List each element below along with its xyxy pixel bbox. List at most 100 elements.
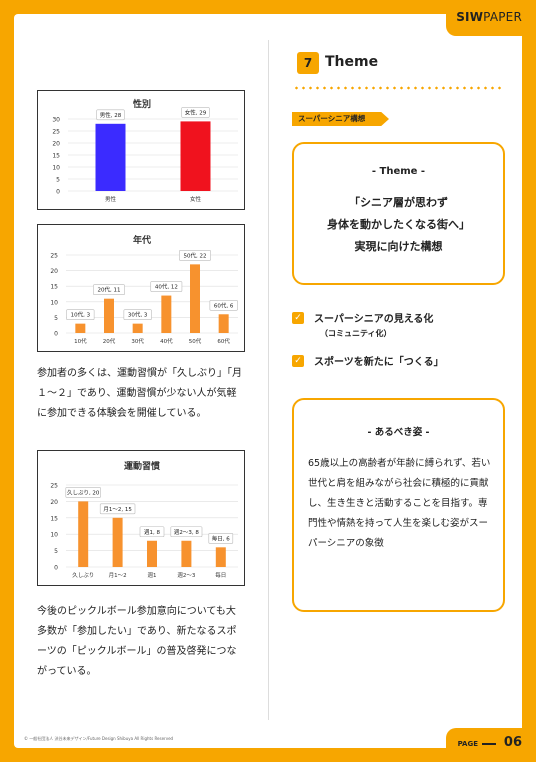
- logo: SIWPAPER: [456, 10, 522, 24]
- check-item-visualize: ✓ スーパーシニアの見える化: [292, 310, 433, 325]
- chart-title: 年代: [133, 234, 151, 246]
- x-tick-label: 40代: [160, 337, 173, 345]
- data-label-box: [179, 250, 211, 261]
- ideal-label: - あるべき姿 -: [367, 427, 430, 438]
- gender-chart: 性別 0 5 10 15 20 25 30 男性 男性, 28 女性 女性, 29: [37, 90, 245, 210]
- theme-statement: 「シニア層が思わず 身体を動かしたくなる街へ」 実現に向けた構想: [294, 192, 503, 258]
- data-label-box: [170, 526, 203, 538]
- x-tick-label: 月1〜2: [109, 572, 127, 579]
- check-item-label: スーパーシニアの見える化: [314, 314, 434, 325]
- data-label: 60代, 6: [214, 301, 234, 309]
- page-label: PAGE: [457, 740, 478, 748]
- chart-svg: 運動習慣 0 5 10 15 20 25 久しぶり 久しぶり, 20 月1〜2 月1〜2, 15 週1…: [50, 460, 238, 579]
- bar: [104, 298, 114, 333]
- bar: [190, 264, 200, 333]
- x-tick-label: 週1: [148, 571, 157, 579]
- data-label-box: [123, 309, 152, 320]
- chart-svg: 年代 0 5 10 15 20 25 10代 10代, 3 20代 20代, 11 30代 30代, 3…: [50, 234, 238, 345]
- x-tick-label: 毎日: [215, 571, 226, 579]
- chart-title: 性別: [133, 98, 151, 110]
- x-tick-label: 女性: [190, 195, 202, 203]
- paragraph-participants: 参加者の多くは、運動習慣が「久しぶり」「月１〜２」であり、運動習慣が少ない人が気…: [37, 368, 242, 419]
- column-divider: [268, 40, 269, 720]
- bar: [75, 323, 86, 333]
- data-label: 50代, 22: [184, 251, 207, 259]
- data-label-box: [150, 281, 183, 292]
- exercise-habit-chart: 運動習慣 0 5 10 15 20 25 久しぶり 久しぶり, 20 月1〜2 月1〜2, 15 週1…: [37, 450, 245, 586]
- bar: [215, 547, 226, 567]
- bar: [95, 123, 126, 191]
- y-tick-label: 20: [50, 499, 58, 506]
- page-number: 06: [503, 735, 522, 750]
- chart-title: 運動習慣: [124, 460, 160, 472]
- y-tick-label: 0: [54, 565, 58, 572]
- data-label: 男性, 28: [100, 111, 122, 119]
- check-item-label: スポーツを新たに「つくる」: [314, 357, 444, 368]
- theme-box: - Theme - 「シニア層が思わず 身体を動かしたくなる街へ」 実現に向けた…: [292, 142, 505, 285]
- x-tick-label: 10代: [74, 337, 87, 345]
- page-line: [482, 743, 496, 745]
- data-label-box: [99, 503, 136, 515]
- bar: [218, 314, 229, 333]
- page-tab: [446, 728, 528, 750]
- ideal-box: - あるべき姿 - 65歳以上の高齢者が年齢に縛られず、若い世代と肩を組みながら…: [292, 398, 505, 612]
- logo-tab: [446, 10, 528, 36]
- theme-label: - Theme -: [371, 166, 426, 177]
- data-label: 週2〜3, 8: [174, 528, 199, 536]
- check-item-sublabel: （コミュニティ化）: [320, 329, 392, 338]
- y-tick-label: 25: [50, 483, 58, 490]
- y-tick-label: 5: [54, 315, 58, 322]
- theme-line-1: 「シニア層が思わず: [349, 196, 448, 209]
- y-tick-label: 25: [50, 253, 58, 260]
- data-label-box: [93, 284, 125, 295]
- y-tick-label: 15: [50, 284, 58, 291]
- y-tick-label: 30: [52, 117, 60, 124]
- y-tick-label: 20: [50, 268, 58, 275]
- data-label-box: [208, 533, 234, 544]
- data-label-box: [139, 526, 165, 538]
- y-tick-label: 10: [52, 165, 60, 172]
- checkmark-icon: ✓: [292, 311, 304, 324]
- x-tick-label: 20代: [103, 337, 116, 345]
- data-label-box: [209, 299, 238, 311]
- x-tick-label: 50代: [189, 337, 202, 345]
- paragraph-pickleball: 今後のピックルボール参加意向についても大多数が「参加したい」であり、新たなるスポ…: [37, 606, 237, 677]
- y-tick-label: 0: [56, 189, 60, 196]
- x-tick-label: 60代: [217, 337, 230, 345]
- bar: [78, 501, 89, 567]
- data-label-box: [181, 107, 210, 118]
- section-number-badge: 7: [297, 52, 319, 74]
- y-tick-label: 5: [54, 548, 58, 555]
- data-label: 10代, 3: [71, 311, 91, 319]
- concept-ribbon: スーパーシニア構想: [292, 112, 389, 126]
- ideal-description: 65歳以上の高齢者が年齢に縛られず、若い世代と肩を組みながら社会に積極的に貢献し…: [308, 458, 491, 549]
- bar: [147, 540, 157, 567]
- x-tick-label: 男性: [105, 195, 117, 203]
- age-chart: 年代 0 5 10 15 20 25 10代 10代, 3 20代 20代, 11 30代 30代, 3…: [37, 224, 245, 352]
- y-tick-label: 10: [50, 532, 58, 539]
- y-tick-label: 20: [52, 141, 60, 148]
- data-label: 月1〜2, 15: [103, 506, 132, 513]
- bar: [180, 121, 211, 191]
- data-label-box: [96, 109, 125, 121]
- data-label-box: [66, 309, 95, 320]
- x-tick-label: 週2〜3: [177, 571, 195, 579]
- data-label: 30代, 3: [128, 311, 148, 319]
- data-label: 40代, 12: [155, 283, 178, 291]
- y-tick-label: 15: [52, 153, 60, 160]
- check-item-create-sport: ✓ スポーツを新たに「つくる」: [292, 353, 444, 368]
- dotted-rule: [293, 86, 505, 90]
- data-label: 20代, 11: [98, 286, 121, 294]
- bar: [161, 295, 172, 333]
- section-title: Theme: [325, 54, 379, 70]
- data-label: 久しぶり, 20: [67, 488, 100, 496]
- data-label: 毎日, 6: [212, 534, 230, 542]
- chart-svg: 性別 0 5 10 15 20 25 30 男性 男性, 28 女性 女性, 29: [52, 98, 238, 203]
- data-label: 女性, 29: [185, 108, 207, 116]
- y-tick-label: 15: [50, 515, 58, 522]
- bar: [181, 540, 192, 567]
- bar: [132, 323, 143, 333]
- checkmark-icon: ✓: [292, 354, 304, 367]
- x-tick-label: 30代: [131, 337, 144, 345]
- y-tick-label: 25: [52, 129, 60, 136]
